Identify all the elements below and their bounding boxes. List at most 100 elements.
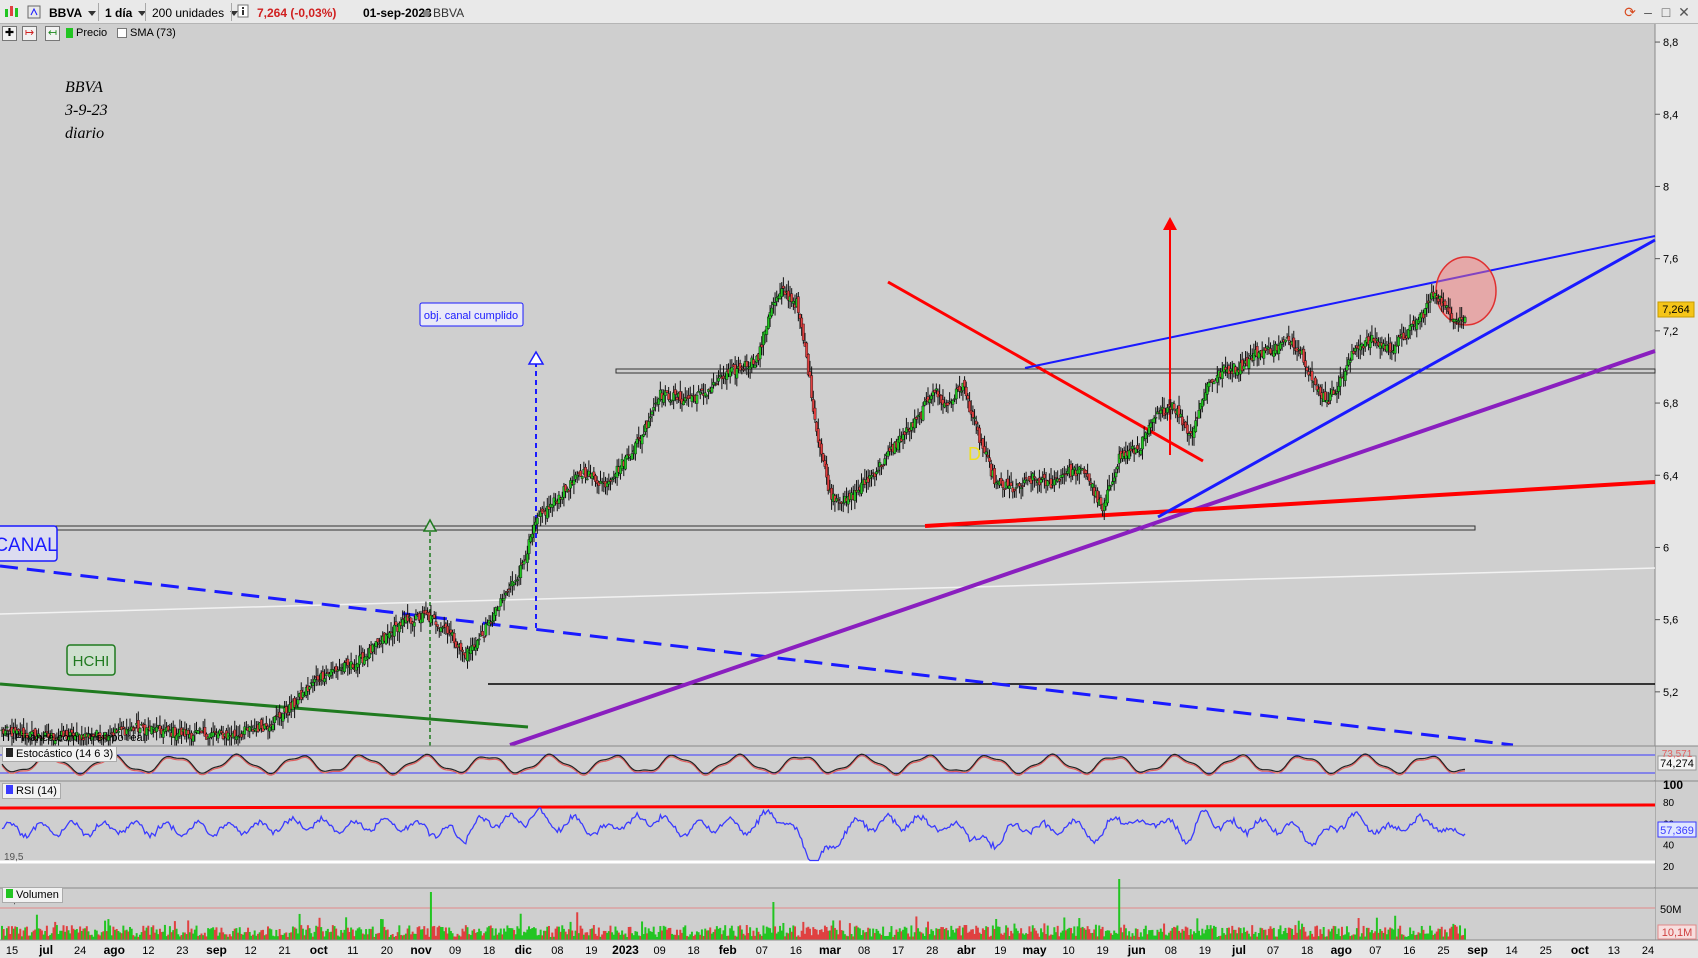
- volume-bar: [1099, 929, 1102, 940]
- candle-body: [316, 675, 320, 681]
- volume-bar: [557, 926, 560, 940]
- compare-icon[interactable]: [25, 3, 43, 21]
- candle-body: [1003, 488, 1006, 490]
- volume-bar: [670, 933, 673, 940]
- volume-bar: [408, 925, 411, 940]
- candle-body: [1207, 382, 1211, 387]
- volume-bar: [847, 936, 850, 940]
- volume-bar: [690, 931, 693, 940]
- volume-bar: [1191, 934, 1194, 940]
- maximize-icon[interactable]: □: [1661, 4, 1671, 20]
- symbol-selector[interactable]: BBVA: [44, 3, 98, 21]
- resistance-band: [615, 368, 1656, 374]
- volume-bar: [493, 935, 496, 940]
- volume-bar: [1249, 936, 1252, 940]
- volume-bar: [744, 935, 747, 940]
- info-icon[interactable]: [236, 3, 250, 21]
- volume-bar: [105, 931, 108, 940]
- volume-bar: [200, 933, 203, 940]
- volume-bar: [233, 928, 236, 940]
- volume-bar: [1211, 928, 1214, 940]
- annotation-title: BBVA: [65, 79, 103, 96]
- sma-toggle[interactable]: SMA (73): [117, 26, 176, 41]
- volume-bar: [1339, 936, 1342, 940]
- price-toggle[interactable]: Precio: [66, 26, 107, 41]
- volume-bar: [228, 934, 231, 940]
- volume-bar: [825, 926, 828, 940]
- interval-selector[interactable]: 1 día: [100, 3, 147, 21]
- volume-bar: [792, 925, 795, 940]
- volume-bar: [1389, 927, 1392, 940]
- volume-bar: [941, 927, 944, 940]
- candle-body: [482, 636, 486, 638]
- volume-bar: [223, 934, 226, 940]
- volume-bar: [1442, 936, 1445, 940]
- volume-bar: [661, 930, 664, 940]
- import-icon[interactable]: ↤: [45, 26, 60, 41]
- x-tick-label: oct: [1571, 943, 1589, 957]
- candle-body: [597, 482, 601, 486]
- candle-body: [243, 726, 247, 735]
- volume-bar: [1302, 926, 1305, 940]
- volume-bar: [1101, 926, 1104, 940]
- export-icon[interactable]: ↦: [22, 26, 37, 41]
- add-icon[interactable]: ✚: [2, 26, 17, 41]
- minimize-icon[interactable]: –: [1644, 4, 1652, 20]
- close-icon[interactable]: ✕: [1678, 4, 1690, 20]
- volume-bar: [243, 932, 246, 940]
- refresh-icon[interactable]: ⟳: [1624, 4, 1636, 20]
- candle-body: [236, 736, 240, 739]
- candle-body: [53, 740, 57, 744]
- volume-bar: [1048, 935, 1051, 940]
- candle-body: [138, 728, 142, 733]
- units-selector[interactable]: 200 unidades: [147, 3, 239, 21]
- candle-body: [346, 658, 350, 666]
- volume-bar: [1138, 936, 1141, 940]
- chevron-down-icon: [230, 11, 239, 17]
- volume-bar: [1445, 932, 1448, 940]
- candle-body: [870, 475, 873, 478]
- y-tick-label: 8,4: [1663, 109, 1678, 121]
- volume-bar: [232, 931, 235, 940]
- volume-bar: [509, 928, 512, 940]
- volume-bar: [1390, 928, 1393, 940]
- x-tick-label: 09: [449, 945, 461, 957]
- candle-body: [986, 454, 990, 457]
- volume-bar: [1143, 928, 1146, 940]
- volume-bar: [370, 929, 373, 940]
- x-tick-label: 12: [142, 945, 154, 957]
- volume-bar: [285, 932, 288, 940]
- candle-body: [186, 730, 190, 735]
- candle-body: [1249, 355, 1252, 357]
- candle-body: [1189, 430, 1193, 434]
- volume-label-text: Volumen: [16, 889, 59, 901]
- candle-body: [575, 475, 579, 478]
- volume-bar: [606, 932, 609, 940]
- chart-type-icon[interactable]: [2, 3, 22, 21]
- volume-bar: [127, 931, 130, 940]
- volume-bar: [654, 934, 657, 940]
- candle-body: [459, 642, 463, 651]
- volume-bar: [311, 936, 314, 940]
- volume-bar: [478, 928, 481, 940]
- candle-body: [933, 389, 937, 393]
- volume-bar: [986, 927, 989, 940]
- volume-bar: [717, 928, 720, 940]
- volume-bar: [298, 913, 301, 940]
- volume-bar: [762, 925, 765, 940]
- candle-body: [268, 726, 272, 732]
- volume-bar: [1347, 932, 1350, 940]
- volume-bar: [340, 930, 343, 940]
- candle-body: [1210, 379, 1214, 383]
- candle-body: [585, 478, 589, 481]
- volume-bar: [1040, 928, 1043, 940]
- candle-body: [1343, 371, 1347, 381]
- volume-bar: [1056, 925, 1059, 940]
- volume-bar: [554, 928, 557, 940]
- volume-bar: [808, 928, 811, 940]
- x-axis-ticks: 15 jul 24 ago 12 23 sep 12 21 oct 11 20 nov 09 18 dic 08…: [6, 943, 1654, 957]
- volume-bar: [780, 930, 783, 940]
- candle-body: [630, 453, 634, 460]
- candle-body: [527, 539, 531, 554]
